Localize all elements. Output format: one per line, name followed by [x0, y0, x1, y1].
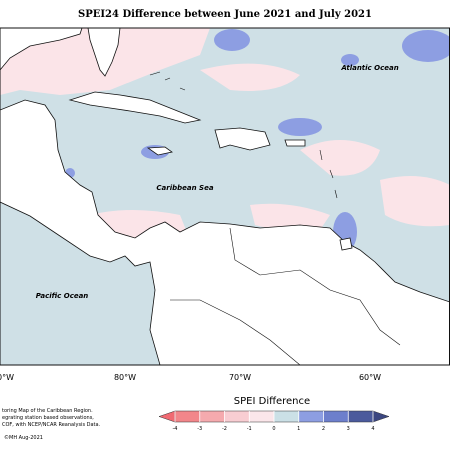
colorbar-tick-label: 0: [272, 426, 275, 432]
pink-area: [300, 140, 380, 176]
longitude-label: 80°W: [114, 373, 136, 382]
ocean-label: Atlantic Ocean: [340, 64, 398, 72]
longitude-label: 60°W: [359, 373, 381, 382]
legend-title: SPEI Difference: [234, 396, 310, 407]
colorbar-segment: [175, 411, 200, 422]
longitude-label: 90°W: [0, 373, 14, 382]
blue-area: [214, 29, 250, 51]
colorbar-tick-label: 1: [297, 426, 300, 432]
colorbar-segment: [249, 411, 274, 422]
colorbar-segment: [298, 411, 324, 422]
colorbar-tick-label: -1: [247, 426, 252, 432]
footnote: toring Map of the Caribbean Region. egra…: [2, 408, 101, 441]
land: [87, 27, 121, 77]
colorbar-tick-label: 4: [371, 426, 374, 432]
land: [146, 146, 173, 156]
footnote-line: COF, with NCEP/NCAR Reanalysis Data.: [2, 422, 101, 428]
credit: ©MH Aug-2021: [4, 434, 43, 441]
colorbar-segment: [224, 411, 250, 422]
longitude-label: 70°W: [229, 373, 251, 382]
colorbar-segment: [348, 411, 373, 422]
ocean-label: Pacific Ocean: [36, 292, 89, 300]
land: [68, 91, 202, 124]
colorbar-tick-label: -4: [173, 426, 178, 432]
colorbar-over: [372, 410, 390, 423]
land: [214, 127, 271, 151]
blue-area: [341, 54, 359, 66]
colorbar: -4 -3 -2 -1 0 1 2 3 4: [158, 410, 390, 432]
blue-area: [278, 118, 322, 136]
land: [0, 99, 450, 366]
pink-area: [250, 203, 330, 231]
footnote-line: egrating station based observations,: [2, 415, 94, 421]
pink-area: [380, 176, 450, 227]
colorbar-tick-label: -3: [197, 426, 202, 432]
map-title: SPEI24 Difference between June 2021 and …: [78, 9, 372, 20]
footnote-line: toring Map of the Caribbean Region.: [2, 408, 93, 414]
longitude-axis: 90°W 80°W 70°W 60°W: [0, 373, 381, 382]
blue-area: [402, 30, 450, 62]
pink-area: [200, 63, 300, 91]
land: [284, 139, 306, 147]
colorbar-tick-label: 3: [347, 426, 350, 432]
colorbar-under: [158, 410, 176, 423]
colorbar-segment: [323, 411, 349, 422]
land: [0, 27, 83, 71]
colorbar-segment: [274, 411, 299, 422]
colorbar-tick-label: -2: [222, 426, 227, 432]
borders: [149, 71, 401, 366]
colorbar-segment: [199, 411, 225, 422]
colorbar-tick-label: 2: [322, 426, 325, 432]
map-area: Atlantic Ocean Caribbean Sea Pacific Oce…: [0, 27, 450, 366]
ocean-label: Caribbean Sea: [156, 184, 213, 192]
land: [339, 237, 353, 251]
